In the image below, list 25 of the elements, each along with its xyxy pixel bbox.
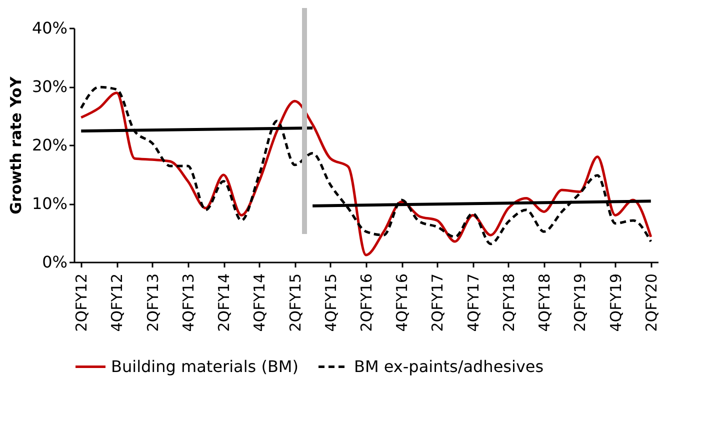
y-tick-label: 40% (32, 18, 68, 38)
x-tick-label: 4QFY12 (108, 274, 126, 332)
x-tick-label: 2QFY12 (72, 274, 91, 332)
legend-label: BM ex-paints/adhesives (354, 356, 544, 376)
x-tick-label: 2QFY13 (144, 274, 162, 332)
x-tick-label: 2QFY19 (571, 274, 590, 332)
y-tick-label: 30% (32, 77, 68, 96)
x-tick-label: 4QFY19 (606, 274, 625, 332)
y-tick-label: 0% (42, 252, 68, 272)
x-tick-label: 4QFY18 (536, 274, 554, 332)
y-axis-title: Growth rate YoY (6, 76, 25, 214)
y-tick-label: 20% (32, 136, 68, 154)
y-tick-label: 10% (32, 194, 68, 213)
x-tick-label: 4QFY15 (322, 274, 340, 332)
x-tick-label: 4QFY17 (464, 274, 482, 332)
x-tick-label: 2QFY20 (642, 274, 660, 332)
x-tick-label: 4QFY14 (250, 274, 269, 332)
x-tick-label: 4QFY13 (179, 274, 198, 332)
x-tick-label: 4QFY16 (393, 274, 412, 332)
legend-label: Building materials (BM) (111, 356, 298, 376)
x-tick-label: 2QFY16 (358, 274, 376, 332)
x-tick-label: 2QFY18 (500, 274, 518, 332)
x-tick-label: 2QFY15 (286, 274, 304, 332)
x-tick-label: 2QFY14 (215, 274, 234, 332)
x-tick-label: 2QFY17 (428, 274, 447, 332)
